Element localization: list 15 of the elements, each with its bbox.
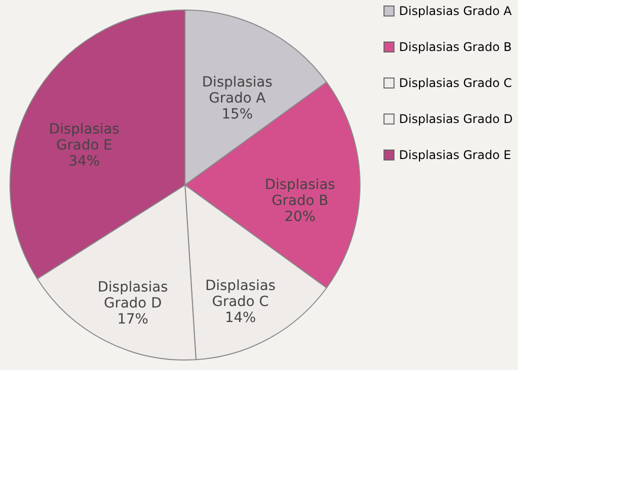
legend-label: Displasias Grado E — [399, 148, 512, 162]
legend-label: Displasias Grado D — [399, 112, 513, 126]
slice-label: Displasias Grado C — [205, 278, 276, 310]
legend-label: Displasias Grado B — [399, 40, 512, 54]
slice-label: Displasias Grado B — [264, 177, 336, 209]
data-label: 14% — [224, 310, 256, 326]
legend-label: Displasias Grado A — [399, 4, 512, 18]
data-label: 20% — [284, 209, 316, 225]
data-label: 15% — [222, 106, 253, 123]
legend-label: Displasias Grado C — [399, 76, 512, 90]
data-label: 17% — [117, 311, 148, 328]
data-label: 34% — [68, 154, 100, 170]
slice-label: Displasias Grado E — [49, 122, 120, 154]
slice-label: Displasias Grado A — [202, 74, 272, 107]
slice-label: Displasias Grado D — [98, 279, 168, 312]
